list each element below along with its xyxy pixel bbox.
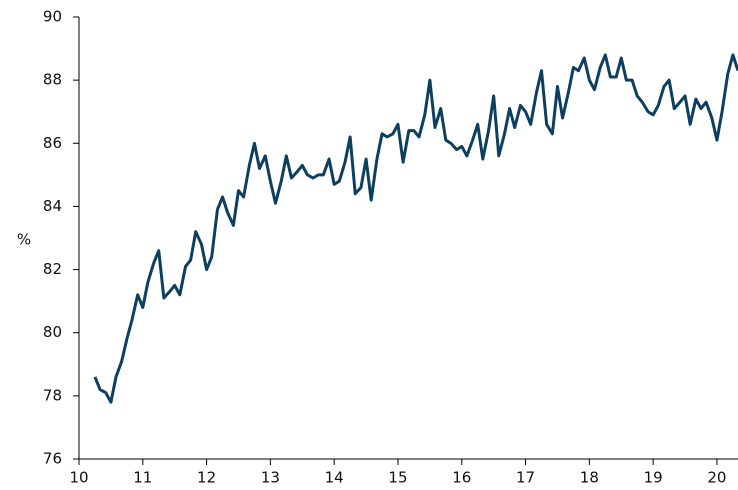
y-tick-label: 84 xyxy=(43,197,62,215)
y-tick-label: 88 xyxy=(43,71,62,89)
x-tick-label: 11 xyxy=(133,469,152,487)
x-tick-label: 10 xyxy=(69,469,88,487)
y-tick-label: 78 xyxy=(43,386,62,404)
x-tick-label: 16 xyxy=(452,469,471,487)
x-tick-label: 20 xyxy=(707,469,726,487)
x-tick-label: 17 xyxy=(516,469,535,487)
y-tick-label: 80 xyxy=(43,323,62,341)
x-tick-label: 15 xyxy=(388,469,407,487)
x-tick-label: 18 xyxy=(580,469,599,487)
data-line xyxy=(93,53,738,404)
x-tick-label: 19 xyxy=(644,469,663,487)
y-tick-label: 86 xyxy=(43,134,62,152)
x-tick-label: 12 xyxy=(197,469,216,487)
y-tick-label: 82 xyxy=(43,260,62,278)
y-tick-label: 90 xyxy=(43,8,62,26)
y-axis-label: % xyxy=(17,231,31,249)
y-tick-label: 76 xyxy=(43,450,62,468)
x-tick-label: 14 xyxy=(325,469,344,487)
x-tick-label: 13 xyxy=(261,469,280,487)
